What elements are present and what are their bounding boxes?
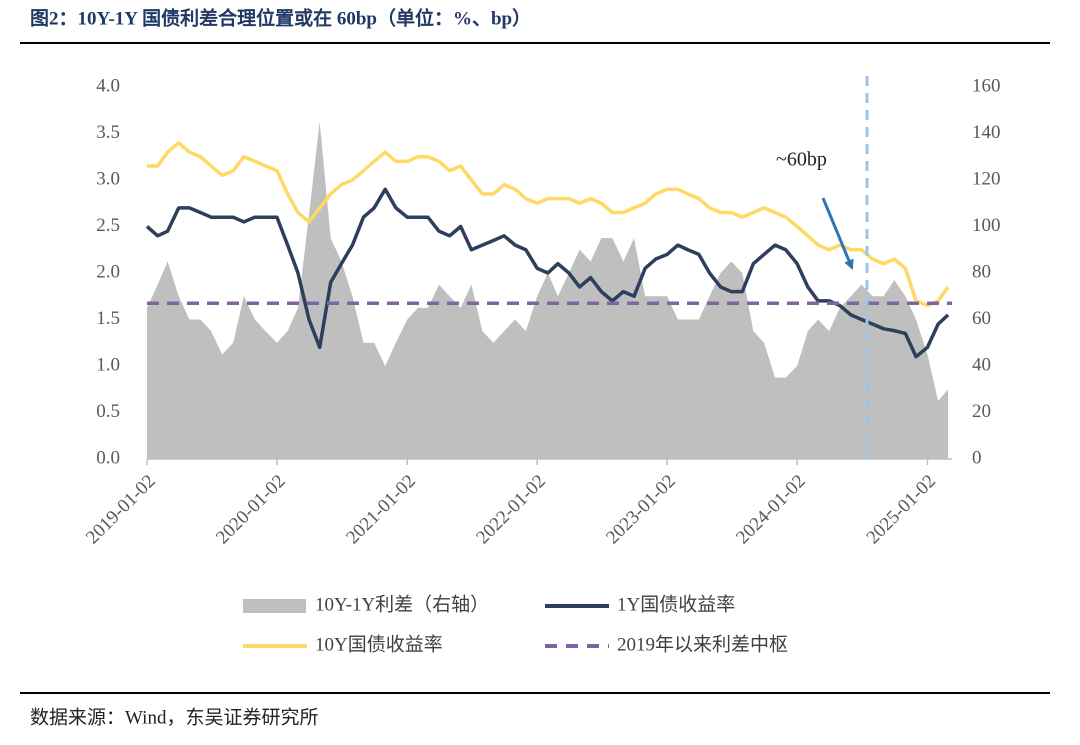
legend-label: 2019年以来利差中枢 [617, 633, 788, 655]
y-tick-label: 2.0 [96, 261, 120, 282]
legend-label: 10Y国债收益率 [315, 633, 443, 655]
y-tick-label: 3.0 [96, 168, 120, 189]
y-tick-label: 1.5 [96, 308, 120, 329]
x-tick-label: 2025-01-02 [863, 471, 941, 549]
legend-swatch [243, 599, 306, 613]
x-tick-label: 2023-01-02 [602, 471, 680, 549]
y-tick-label: 4.0 [96, 75, 120, 96]
legend: 10Y-1Y利差（右轴） 1Y国债收益率 10Y国债收益率 2019年以来利差中枢 [243, 593, 788, 655]
x-tick-label: 2019-01-02 [82, 471, 160, 549]
y2-tick-label: 20 [972, 401, 991, 422]
y2-tick-label: 160 [972, 75, 1001, 96]
y2-tick-label: 0 [972, 447, 982, 468]
legend-label: 1Y国债收益率 [617, 593, 735, 615]
y-tick-label: 0.5 [96, 401, 120, 422]
y-tick-label: 1.0 [96, 354, 120, 375]
spread-area [147, 121, 949, 459]
x-tick-label: 2024-01-02 [732, 471, 810, 549]
y2-tick-label: 140 [972, 122, 1001, 143]
y-tick-label: 0.0 [96, 447, 120, 468]
y2-tick-label: 100 [972, 215, 1001, 236]
legend-label: 10Y-1Y利差（右轴） [315, 593, 489, 615]
source-note: 数据来源：Wind，东吴证券研究所 [30, 706, 318, 728]
annotation: ~60bp [776, 149, 827, 171]
annotation-arrow [821, 197, 854, 270]
yield-line [145, 187, 950, 359]
y-tick-label: 2.5 [96, 215, 120, 236]
y-tick-label: 3.5 [96, 122, 120, 143]
y2-tick-label: 120 [972, 168, 1001, 189]
chart-title: 图2：10Y-1Y 国债利差合理位置或在 60bp（单位：%、bp） [30, 6, 531, 29]
yield-line [147, 141, 950, 308]
x-tick-label: 2021-01-02 [342, 471, 420, 549]
y2-tick-label: 40 [972, 354, 991, 375]
y2-tick-label: 80 [972, 261, 991, 282]
y2-tick-label: 60 [972, 308, 991, 329]
plot-area [145, 121, 952, 459]
x-tick-label: 2020-01-02 [212, 471, 290, 549]
x-tick-label: 2022-01-02 [472, 471, 550, 549]
